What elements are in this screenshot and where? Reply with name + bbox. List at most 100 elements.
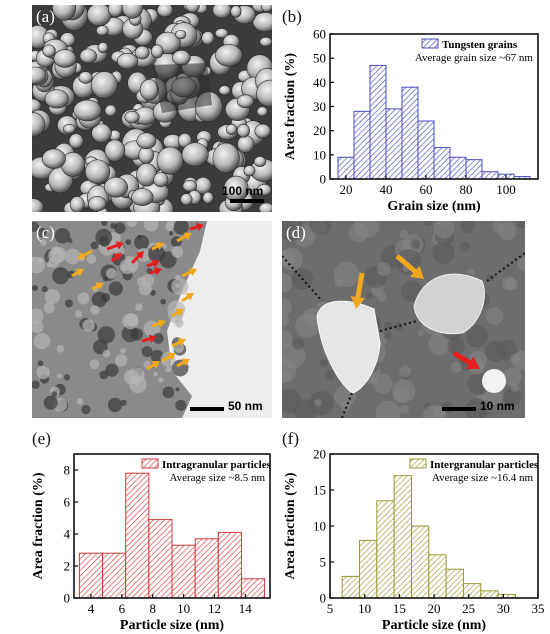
tem-micrograph-c: (c) 50 nm — [32, 221, 272, 418]
y-axis-label: Area fraction (%) — [31, 472, 46, 579]
grain-particle — [84, 159, 111, 184]
arrow-head — [185, 293, 194, 301]
tem-texture-spot — [370, 377, 378, 385]
grain-particle — [104, 104, 117, 117]
tem-texture-spot — [393, 387, 410, 404]
arrow-head — [151, 259, 160, 268]
tem-texture-spot — [105, 268, 117, 279]
arrow-shaft — [355, 272, 365, 300]
arrow-shaft — [161, 354, 172, 363]
tem-texture-spot — [32, 221, 40, 232]
chart-panel-label: (e) — [32, 429, 51, 448]
grain-size-chart-b: (b) 0 10 20 30 40 50 60 20 40 60 80 100 Grain size (n… — [282, 7, 539, 214]
y-tick-label: 0 — [320, 172, 327, 187]
y-tick-label: 0 — [64, 591, 71, 606]
grain-particle — [136, 132, 157, 150]
tem-texture-spot — [173, 221, 189, 235]
tem-texture-spot — [282, 371, 290, 382]
tem-texture-spot — [136, 234, 142, 240]
tem-texture-spot — [282, 221, 305, 242]
tem-texture-spot — [517, 257, 525, 272]
grain-particle — [79, 48, 97, 64]
histogram-bar — [171, 544, 196, 599]
grain-particle — [175, 29, 187, 40]
grain-particle — [259, 36, 272, 47]
tem-texture-spot — [309, 221, 332, 236]
y-tick-label: 40 — [313, 75, 326, 90]
x-tick-label: 80 — [460, 182, 473, 197]
tem-texture-spot — [292, 337, 304, 350]
tem-texture-spot — [503, 388, 522, 407]
y-tick-label: 15 — [313, 483, 326, 498]
arrow-head — [77, 251, 86, 260]
grain-particle — [32, 66, 47, 85]
arrow-head — [350, 295, 366, 309]
tem-texture-spot — [43, 395, 58, 410]
x-tick-label: 6 — [119, 601, 126, 616]
histogram-bar — [194, 538, 219, 599]
tem-texture-spot — [99, 370, 109, 380]
x-tick-label: 60 — [420, 182, 433, 197]
legend-label: Tungsten grains — [442, 39, 518, 51]
grain-particle — [44, 89, 69, 109]
tem-texture-spot — [32, 308, 44, 324]
arrow-shaft — [146, 362, 156, 371]
grain-particle — [180, 193, 193, 206]
grain-particle — [104, 139, 126, 162]
grain-particle — [68, 133, 84, 149]
histogram-bar — [358, 539, 378, 599]
arrow-shaft — [106, 243, 120, 251]
grain-particle — [236, 123, 250, 138]
histogram-bar — [465, 159, 483, 180]
grain-particle — [90, 71, 118, 99]
histogram-bar — [481, 171, 499, 180]
histogram-bar — [341, 575, 360, 599]
grain-particle — [153, 172, 169, 188]
tem-texture-spot — [303, 307, 322, 327]
x-tick-label: 4 — [88, 601, 95, 616]
grain-particle — [202, 191, 214, 204]
grain-particle — [131, 188, 154, 206]
tem-texture-spot — [423, 221, 433, 227]
tem-texture-spot — [512, 350, 525, 371]
grain-particle — [69, 196, 85, 212]
grain-particle — [103, 176, 129, 198]
y-tick-label: 20 — [313, 123, 326, 138]
grain-particle — [172, 50, 191, 66]
grain-particle — [52, 5, 77, 21]
tem-micrograph-d: (d) 10 nm — [282, 221, 525, 418]
grain-particle — [91, 123, 112, 143]
y-tick-label: 10 — [313, 147, 326, 162]
arrow-head — [95, 282, 104, 291]
grain-particle — [53, 49, 77, 68]
tem-texture-spot — [126, 221, 138, 227]
grain-particle — [214, 28, 229, 39]
grain-particle — [256, 183, 272, 197]
tem-texture-spot — [354, 221, 380, 239]
tem-texture-spot — [162, 386, 175, 399]
tem-texture-spot — [465, 398, 489, 418]
tem-texture-spot — [81, 405, 91, 415]
arrow-shaft — [395, 254, 419, 275]
arrow-head — [167, 352, 176, 361]
tem-texture-spot — [108, 281, 123, 296]
x-tick-label: 20 — [428, 601, 441, 616]
y-tick-label: 60 — [313, 27, 326, 42]
grain-particle — [182, 179, 198, 192]
tem-texture-spot — [102, 276, 108, 282]
arrow-head — [151, 361, 160, 369]
tem-texture-spot — [314, 399, 322, 407]
grain-particle — [215, 44, 243, 67]
histogram-bar — [449, 156, 467, 180]
scale-bar-d — [442, 407, 476, 411]
grain-particle — [258, 202, 272, 212]
tem-texture-spot — [32, 256, 46, 274]
y-tick-label: 10 — [313, 519, 326, 534]
tem-texture-spot — [410, 239, 421, 250]
x-tick-label: 8 — [149, 601, 156, 616]
legend-swatch — [421, 38, 439, 49]
tem-texture-spot — [432, 241, 455, 265]
tem-texture-spot — [107, 397, 123, 413]
tem-texture-spot — [76, 398, 84, 405]
y-tick-label: 30 — [313, 99, 326, 114]
